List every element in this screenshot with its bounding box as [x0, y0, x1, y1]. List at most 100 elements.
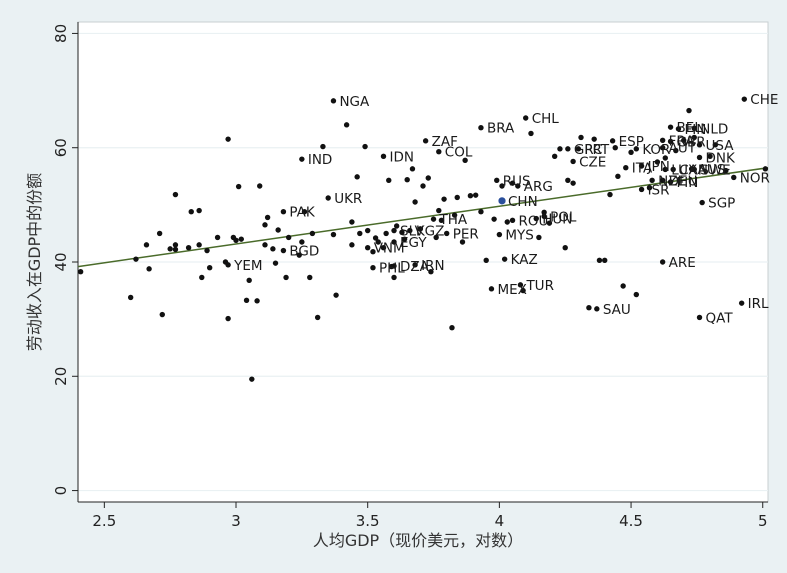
data-point [270, 246, 276, 252]
point-label: BGD [289, 244, 319, 260]
data-point [280, 209, 287, 215]
data-point [659, 145, 666, 151]
data-point [762, 166, 769, 172]
data-point [575, 146, 582, 152]
data-point [509, 217, 516, 223]
point-label: SAU [603, 302, 631, 318]
point-label: KGZ [416, 224, 445, 240]
point-label: CAN [679, 162, 708, 178]
data-point [451, 212, 458, 218]
data-point [454, 194, 460, 201]
data-point [262, 242, 268, 248]
data-point [275, 227, 281, 233]
data-point [659, 137, 666, 143]
data-point [578, 134, 584, 141]
data-point [325, 195, 331, 201]
data-point [238, 236, 244, 242]
point-label: FRA [669, 133, 696, 149]
data-point [391, 263, 397, 269]
point-label: CHL [532, 111, 560, 127]
data-point [354, 174, 360, 180]
y-axis-ticks: 0 20 40 60 80 [52, 24, 78, 495]
data-point [738, 300, 745, 306]
x-tick-label: 4.5 [619, 512, 643, 530]
data-point [623, 165, 629, 171]
data-point [283, 274, 289, 281]
x-axis-title: 人均GDP（现价美元，对数） [313, 531, 523, 550]
data-point [225, 136, 231, 142]
point-label: LUX [671, 162, 697, 178]
data-point [499, 183, 505, 189]
point-label: GBR [677, 134, 706, 150]
data-point [188, 209, 194, 215]
data-point [196, 207, 202, 214]
data-point [156, 230, 163, 237]
point-label: RUS [503, 173, 531, 189]
data-point [320, 143, 326, 150]
point-label: KOR [642, 142, 670, 158]
point-label: CHE [750, 92, 778, 108]
data-point [472, 192, 479, 198]
point-label: THA [439, 212, 468, 228]
data-point [612, 145, 618, 151]
data-point [262, 222, 268, 228]
point-label: PHL [379, 261, 405, 277]
data-point [401, 236, 408, 242]
data-point [127, 294, 134, 301]
data-point [307, 274, 313, 281]
data-point [314, 314, 321, 321]
point-label: USA [706, 138, 735, 154]
point-label: JPN [647, 159, 670, 175]
data-point [533, 215, 539, 222]
data-point [407, 227, 413, 234]
data-point [659, 177, 666, 183]
data-point [646, 185, 653, 191]
point-label: ROU [519, 213, 549, 229]
point-label: POL [550, 209, 577, 225]
data-point [620, 283, 626, 289]
data-point [449, 325, 455, 331]
y-tick-label: 60 [52, 138, 70, 157]
data-point [357, 230, 363, 237]
y-tick-label: 0 [52, 486, 70, 496]
x-tick-label: 4 [495, 512, 505, 530]
data-point [412, 199, 418, 205]
point-label: BEL [677, 120, 703, 136]
point-label: SLV [400, 224, 425, 240]
data-point [199, 274, 205, 281]
data-point [444, 230, 450, 237]
point-label: ESP [619, 134, 644, 150]
data-point [570, 180, 576, 186]
data-point [541, 213, 547, 219]
data-point [528, 130, 534, 137]
data-point [686, 107, 692, 114]
data-point [696, 154, 703, 161]
data-point [615, 173, 621, 179]
data-point [399, 229, 405, 235]
data-point [565, 177, 571, 183]
data-point [478, 125, 484, 131]
point-label: ARE [669, 255, 696, 271]
data-point [333, 292, 339, 298]
data-point [602, 257, 608, 263]
point-label: VNM [374, 241, 405, 257]
x-tick-label: 3 [231, 512, 241, 530]
data-point [285, 234, 292, 241]
point-label: QAT [706, 310, 734, 326]
data-point [404, 177, 410, 183]
data-point [172, 191, 179, 198]
data-point [596, 257, 603, 263]
point-label: AUT [669, 141, 697, 157]
data-point [670, 166, 676, 173]
data-point [233, 237, 239, 243]
data-point [296, 252, 302, 258]
data-point [391, 239, 397, 245]
data-point [509, 180, 516, 186]
data-point [375, 239, 381, 245]
data-point [370, 265, 376, 271]
point-label: EGY [400, 235, 427, 251]
data-point [257, 183, 263, 189]
data-point [517, 282, 524, 288]
data-point [349, 242, 355, 248]
data-point [243, 297, 250, 303]
